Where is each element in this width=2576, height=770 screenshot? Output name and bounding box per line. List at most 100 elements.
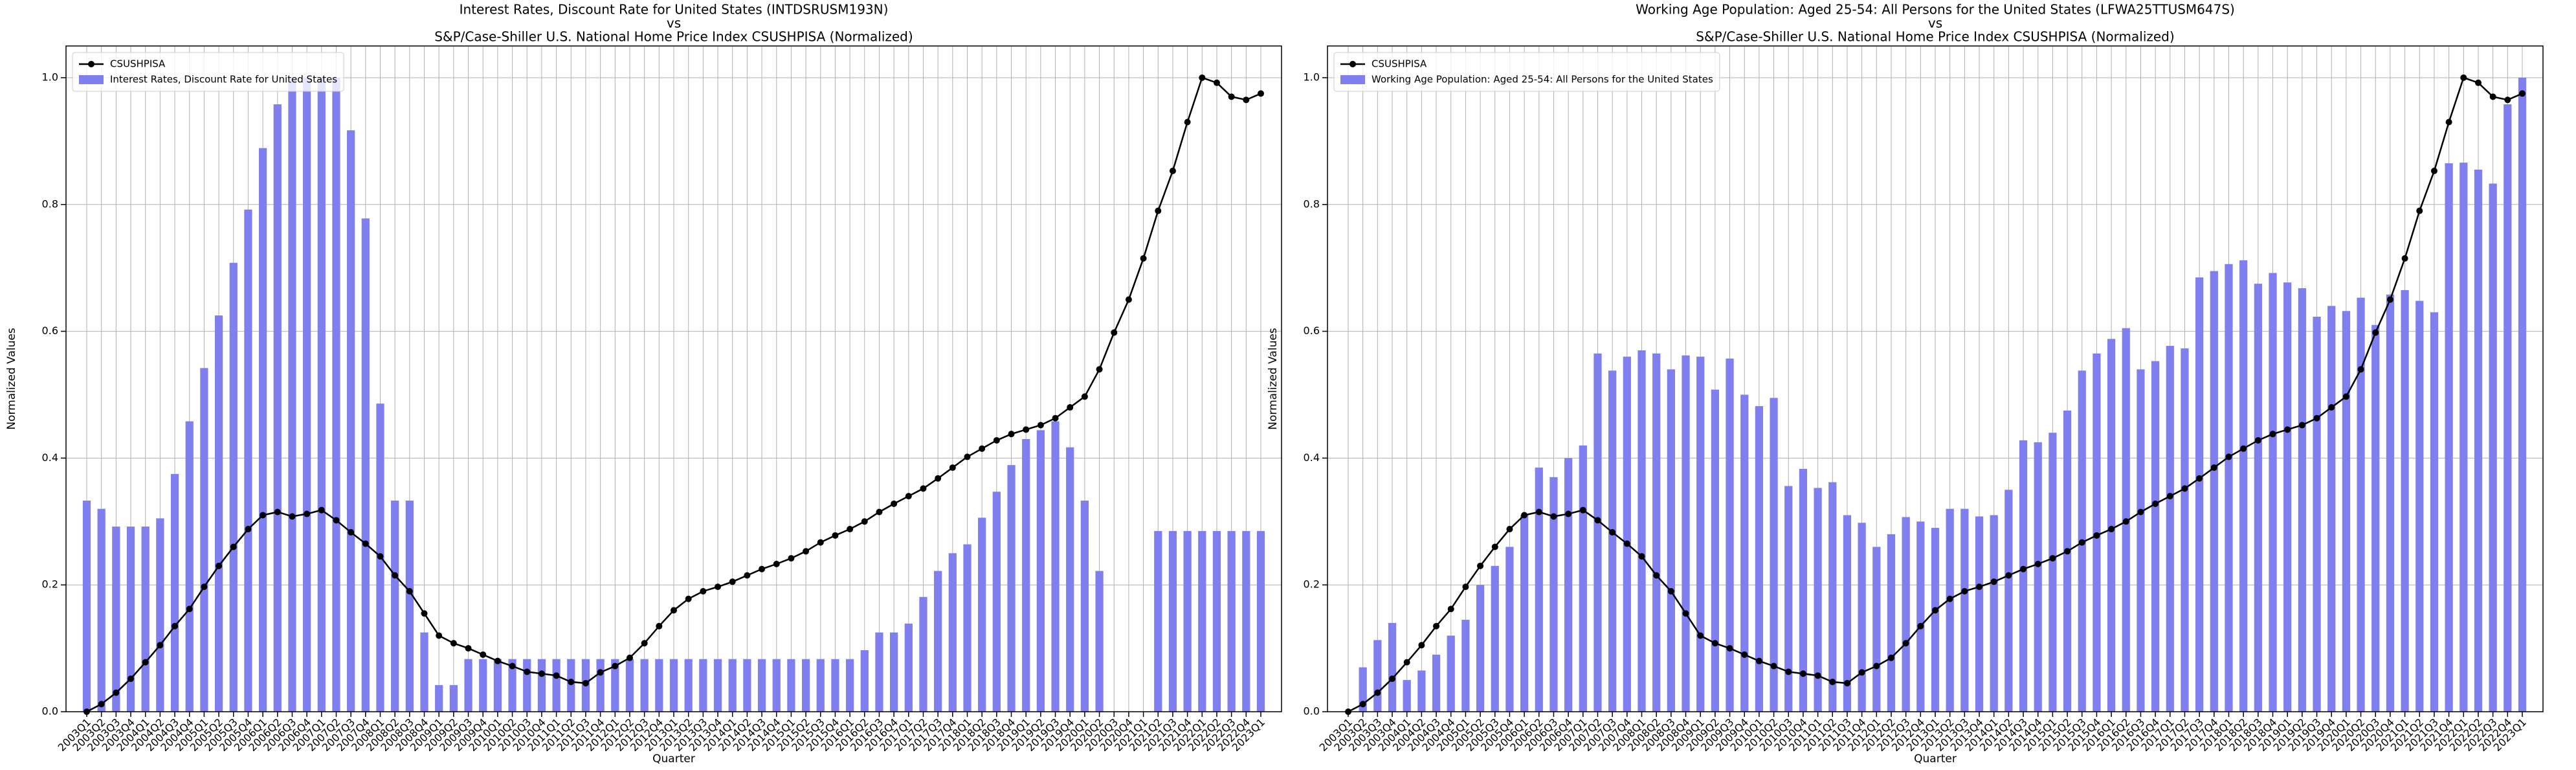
bar (1520, 515, 1529, 712)
bar (391, 500, 399, 712)
bar (1388, 622, 1397, 712)
line-marker (1506, 526, 1513, 533)
bar (728, 659, 737, 712)
bar (508, 659, 516, 712)
line-marker (2166, 493, 2173, 500)
legend-label: CSUSHPISA (110, 58, 166, 70)
line-marker (891, 500, 898, 507)
bar (2049, 433, 2057, 712)
bar (2386, 294, 2395, 712)
line-marker (216, 562, 223, 569)
line-marker (2210, 464, 2217, 471)
bar (2137, 369, 2145, 712)
bar (875, 632, 883, 712)
bar (2298, 288, 2306, 712)
bar (1227, 530, 1236, 712)
bar (1447, 635, 1455, 712)
line-marker (1359, 701, 1366, 708)
line-marker (245, 526, 252, 533)
line-marker (1155, 207, 1162, 214)
bar (523, 659, 531, 712)
chart-title: S&P/Case-Shiller U.S. National Home Pric… (434, 29, 913, 45)
bar (1036, 430, 1045, 712)
line-marker (1799, 670, 1806, 677)
line-marker (1755, 657, 1762, 664)
y-tick-label: 0.6 (42, 324, 58, 337)
line-marker (597, 669, 604, 676)
line-marker (2519, 90, 2526, 97)
bar (801, 659, 810, 712)
bar (2474, 169, 2483, 712)
line-marker (1887, 654, 1894, 661)
line-marker (201, 583, 208, 591)
bar (1828, 482, 1837, 712)
line-marker (2357, 366, 2364, 373)
line-marker (1125, 296, 1132, 303)
bar (2401, 289, 2409, 712)
bar (2181, 348, 2189, 712)
bar (1755, 406, 1764, 712)
bar (2195, 277, 2204, 712)
bar (2063, 410, 2072, 712)
bar (2415, 300, 2424, 712)
bar (934, 571, 942, 712)
line-marker (1037, 422, 1044, 429)
bar (1784, 486, 1793, 712)
line-marker (2284, 426, 2291, 433)
bar (435, 685, 443, 712)
bar (890, 632, 898, 712)
line-marker (1843, 679, 1850, 686)
bar (1022, 439, 1030, 712)
line-marker (2225, 453, 2232, 460)
y-tick-label: 1.0 (1304, 71, 1320, 83)
bar (347, 130, 355, 712)
y-tick-label: 0.4 (42, 451, 58, 464)
line-marker (759, 565, 766, 572)
line-marker (1199, 74, 1206, 81)
bar (567, 659, 575, 712)
bar (1417, 670, 1426, 712)
line-marker (128, 675, 135, 683)
bar (288, 77, 296, 712)
bar (1476, 585, 1485, 712)
bar (1535, 468, 1543, 712)
line-marker (465, 645, 472, 652)
y-tick-label: 0.2 (42, 578, 58, 591)
bar (1623, 356, 1631, 712)
bar (1667, 369, 1675, 712)
x-axis-label: Quarter (652, 753, 695, 765)
line-marker (1213, 79, 1220, 86)
bar (860, 650, 869, 712)
y-axis-label: Normalized Values (1267, 328, 1280, 429)
chart-panel: Interest Rates, Discount Rate for United… (5, 2, 1282, 765)
bar (2327, 306, 2336, 712)
bar (1095, 571, 1104, 712)
legend-label: Working Age Population: Aged 25-54: All … (1371, 74, 1713, 85)
bar (1960, 508, 1969, 712)
line-marker (993, 436, 1000, 444)
bar (449, 685, 458, 712)
line-marker (568, 678, 575, 685)
bar (1593, 353, 1602, 712)
bar (2489, 183, 2497, 712)
line-marker (1023, 426, 1030, 433)
line-marker (1594, 517, 1601, 524)
line-marker (304, 510, 311, 517)
bar (1066, 447, 1074, 712)
line-marker (1067, 404, 1074, 411)
line-marker (935, 475, 942, 482)
line-marker (1638, 553, 1645, 560)
bar (82, 500, 91, 712)
bar (1872, 547, 1881, 712)
line-marker (2122, 518, 2129, 525)
bar (2225, 264, 2233, 712)
line-marker (1081, 393, 1088, 400)
legend: CSUSHPISA Working Age Population: Aged 25… (1333, 52, 1720, 92)
line-marker (2064, 548, 2071, 555)
line-marker (1140, 255, 1147, 262)
bar (1051, 421, 1060, 712)
y-axis-label: Normalized Values (5, 328, 18, 429)
bar (1652, 353, 1661, 712)
line-marker (2328, 404, 2335, 411)
